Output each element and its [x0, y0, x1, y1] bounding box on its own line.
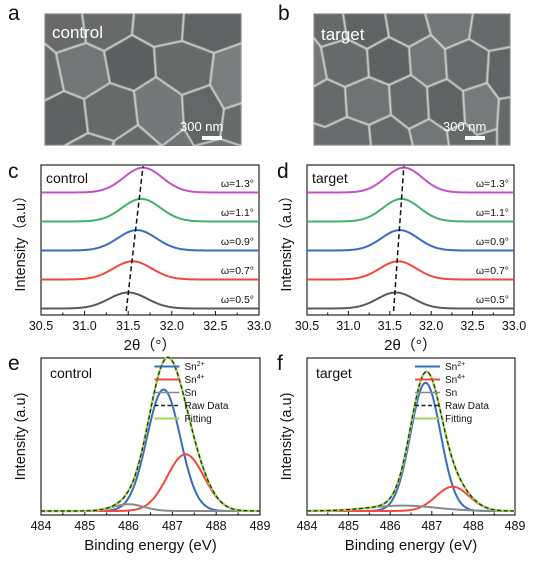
x-tick-label: 486 — [380, 519, 401, 533]
raw-data-curve — [41, 356, 260, 512]
legend-label-4: Fitting — [185, 414, 212, 425]
legend-label-4: Fitting — [445, 414, 472, 425]
x-tick-label: 32.5 — [203, 319, 227, 333]
scale-bar-label: 300 nm — [180, 119, 224, 134]
series-label-4: ω=1.3° — [221, 178, 254, 190]
x-tick-label: 485 — [338, 519, 359, 533]
legend-label-1: Sn4+ — [445, 374, 465, 386]
plot-frame — [306, 357, 516, 516]
panel-letter-d: d — [277, 160, 289, 183]
y-axis-label: Intensity（a.u） — [12, 188, 29, 291]
x-tick-label: 33.0 — [502, 319, 526, 333]
x-tick-label: 31.5 — [116, 319, 140, 333]
x-tick-label: 484 — [297, 519, 318, 533]
x-tick-label: 489 — [250, 519, 271, 533]
x-tick-label: 485 — [74, 519, 95, 533]
series-label-1: ω=0.7° — [221, 265, 254, 277]
panel-label-e: control — [50, 365, 92, 381]
series-label-2: ω=0.9° — [476, 236, 509, 248]
xrd-curve-1 — [41, 260, 259, 281]
series-label-0: ω=0.5° — [221, 294, 254, 306]
x-tick-label: 488 — [463, 519, 484, 533]
xrd-curve-2 — [307, 229, 514, 252]
x-tick-label: 484 — [31, 519, 52, 533]
x-tick-label: 30.5 — [29, 319, 53, 333]
x-axis-label: 2θ（°） — [124, 337, 177, 354]
x-tick-label: 31.0 — [72, 319, 96, 333]
series-label-2: ω=0.9° — [221, 236, 254, 248]
panel-letter-f: f — [277, 352, 283, 375]
series-label-1: ω=0.7° — [476, 265, 509, 277]
series-label-0: ω=0.5° — [476, 294, 509, 306]
panel-letter-b: b — [278, 2, 290, 25]
xrd-curve-0 — [307, 291, 514, 310]
peak-shift-guide — [125, 166, 144, 312]
x-tick-label: 30.5 — [295, 319, 319, 333]
panel-label-d: target — [312, 170, 348, 186]
x-tick-label: 486 — [118, 519, 139, 533]
series-label-3: ω=1.1° — [476, 207, 509, 219]
xrd-curve-1 — [307, 260, 514, 281]
panel-letter-e: e — [8, 352, 20, 375]
y-axis-label: Intensity (a.u) — [279, 393, 295, 481]
xrd-curve-4 — [41, 166, 259, 194]
legend-label-3: Raw Data — [185, 401, 229, 412]
scale-bar — [202, 136, 222, 140]
panel-label-f: target — [316, 365, 352, 381]
x-tick-label: 487 — [162, 519, 183, 533]
legend-label-1: Sn4+ — [185, 374, 205, 386]
xrd-curve-3 — [41, 197, 259, 223]
legend-label-3: Raw Data — [445, 401, 489, 412]
x-tick-label: 32.0 — [160, 319, 184, 333]
scale-bar-label: 300 nm — [443, 119, 487, 134]
x-tick-label: 31.5 — [378, 319, 402, 333]
peak-shift-guide — [392, 166, 405, 312]
legend-label-2: Sn — [185, 388, 197, 399]
x-axis-label: Binding energy (eV) — [345, 537, 478, 554]
x-tick-label: 33.0 — [247, 319, 271, 333]
sem-image-control: control 300 nm — [44, 13, 242, 146]
series-label-3: ω=1.1° — [221, 207, 254, 219]
grain-texture — [313, 13, 511, 146]
panel-label-c: control — [46, 170, 88, 186]
x-tick-label: 489 — [505, 519, 526, 533]
plot-frame — [40, 357, 261, 516]
x-tick-label: 31.0 — [336, 319, 360, 333]
xrd-curve-4 — [307, 166, 514, 194]
sem-label-target: target — [321, 25, 365, 44]
legend-label-2: Sn — [445, 388, 457, 399]
xrd-curve-0 — [41, 291, 259, 310]
x-tick-label: 32.0 — [419, 319, 443, 333]
panel-letter-c: c — [8, 160, 19, 183]
scale-bar — [465, 136, 485, 140]
xrd-curve-2 — [41, 229, 259, 252]
x-tick-label: 488 — [206, 519, 227, 533]
raw-data-curve — [307, 371, 516, 512]
xrd-curve-3 — [307, 197, 514, 223]
y-axis-label: Intensity (a.u) — [13, 393, 29, 481]
sem-label-control: control — [52, 23, 104, 42]
component-curve-1 — [41, 453, 260, 512]
series-label-4: ω=1.3° — [476, 178, 509, 190]
x-axis-label: 2θ（°） — [384, 337, 437, 354]
x-axis-label: Binding energy (eV) — [84, 537, 217, 554]
fitting-curve — [307, 370, 516, 513]
legend-label-0: Sn2+ — [445, 361, 465, 373]
y-axis-label: Intensity（a.u） — [278, 188, 295, 291]
x-tick-label: 32.5 — [460, 319, 484, 333]
x-tick-label: 487 — [421, 519, 442, 533]
panel-letter-a: a — [8, 2, 20, 25]
legend-label-0: Sn2+ — [185, 361, 205, 373]
sem-image-target: target 300 nm — [313, 13, 511, 146]
grain-texture — [44, 13, 242, 146]
